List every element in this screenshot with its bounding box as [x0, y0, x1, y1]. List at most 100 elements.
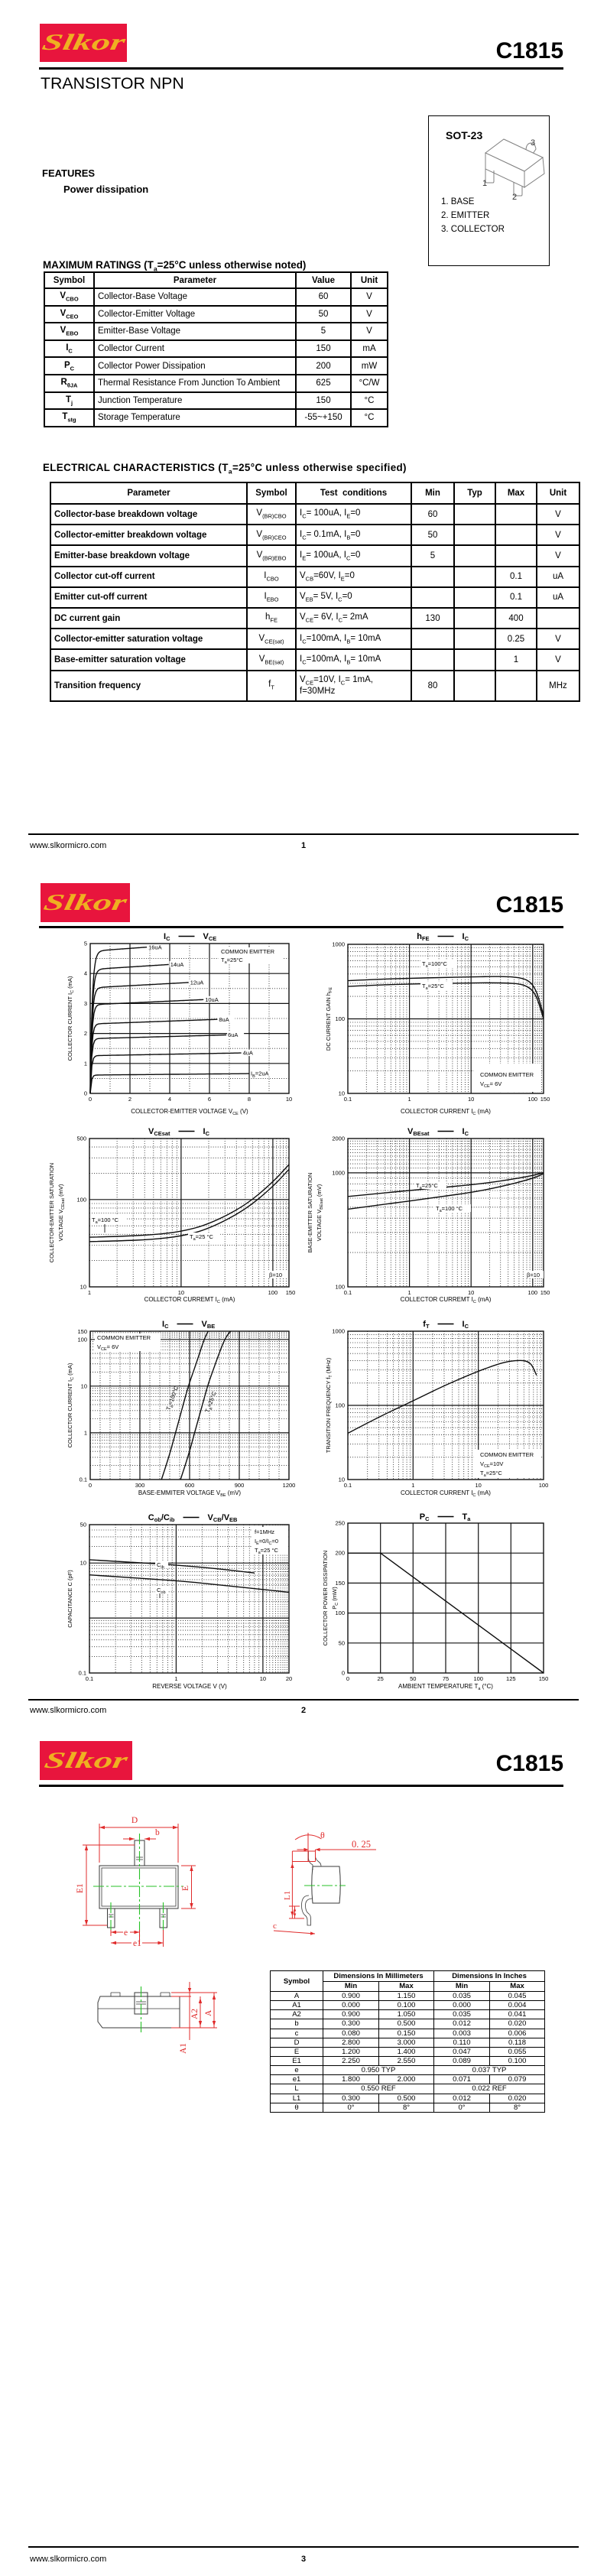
svg-text:BASE-EMITTER SATURATION: BASE-EMITTER SATURATION — [307, 1173, 313, 1253]
svg-text:6uA: 6uA — [228, 1031, 238, 1038]
svg-text:Ta=25°C: Ta=25°C — [221, 957, 243, 965]
svg-text:5: 5 — [84, 940, 87, 947]
svg-text:1: 1 — [174, 1675, 177, 1682]
svg-text:e: e — [124, 1928, 128, 1938]
svg-text:10: 10 — [81, 1382, 87, 1389]
svg-text:10: 10 — [339, 1476, 345, 1483]
svg-text:150: 150 — [540, 1289, 550, 1296]
svg-text:100: 100 — [76, 1196, 86, 1203]
svg-text:VCE: VCE — [203, 932, 217, 942]
svg-text:COLLECTOR CURRENT IC (mA): COLLECTOR CURRENT IC (mA) — [401, 1489, 491, 1498]
svg-text:f=1MHz: f=1MHz — [255, 1528, 274, 1535]
svg-text:150: 150 — [540, 1096, 550, 1103]
svg-text:E1: E1 — [76, 1883, 85, 1893]
svg-text:3: 3 — [84, 1000, 87, 1007]
svg-text:IC: IC — [162, 1320, 169, 1330]
svg-text:100: 100 — [528, 1289, 538, 1296]
svg-text:10: 10 — [476, 1482, 482, 1489]
svg-text:D: D — [131, 1816, 138, 1825]
svg-text:10: 10 — [80, 1284, 86, 1291]
svg-text:50: 50 — [410, 1675, 416, 1682]
svg-text:VOLTAGE VBEsat (mV): VOLTAGE VBEsat (mV) — [316, 1184, 324, 1241]
svg-text:0.1: 0.1 — [79, 1670, 86, 1677]
svg-text:20: 20 — [286, 1675, 292, 1682]
svg-text:100: 100 — [335, 1610, 345, 1616]
svg-text:COLLECTOR CURRENT IC (mA: COLLECTOR CURRENT IC (mA) — [67, 1363, 75, 1447]
svg-text:Ta=100 °C: Ta=100 °C — [92, 1217, 119, 1225]
svg-text:100: 100 — [335, 1402, 345, 1409]
svg-text:A1: A1 — [179, 2043, 188, 2054]
svg-text:β=10: β=10 — [527, 1272, 540, 1278]
svg-text:50: 50 — [339, 1639, 345, 1646]
svg-text:IC: IC — [203, 1127, 210, 1137]
svg-text:TRANSITION FREQUENCY fT (M: TRANSITION FREQUENCY fT (MHz) — [325, 1357, 333, 1453]
svg-text:4: 4 — [168, 1096, 171, 1103]
svg-text:Ta=25 °C: Ta=25 °C — [255, 1547, 278, 1555]
svg-text:Ta=25 °C: Ta=25 °C — [190, 1233, 213, 1242]
svg-text:IC: IC — [463, 1127, 469, 1137]
svg-text:2: 2 — [84, 1030, 87, 1037]
svg-text:0.1: 0.1 — [86, 1675, 93, 1682]
svg-text:CAPACITANCE C (pF): CAPACITANCE C (pF) — [67, 1570, 73, 1628]
svg-text:E: E — [181, 1886, 190, 1891]
svg-text:0: 0 — [342, 1670, 345, 1677]
svg-text:PC: PC — [420, 1512, 430, 1522]
svg-text:COLLECTOR CURRENT IC (mA: COLLECTOR CURRENT IC (mA) — [401, 1108, 491, 1116]
svg-text:Cob: Cob — [157, 1587, 166, 1595]
svg-text:1200: 1200 — [283, 1482, 296, 1489]
svg-text:Ta=25°C: Ta=25°C — [422, 983, 444, 991]
svg-text:0.1: 0.1 — [344, 1289, 352, 1296]
svg-text:BASE-EMMITER VOLTAGE VBE (: BASE-EMMITER VOLTAGE VBE (mV) — [138, 1489, 242, 1498]
svg-text:0: 0 — [84, 1090, 87, 1097]
svg-text:100: 100 — [335, 1015, 345, 1022]
svg-text:hFE: hFE — [417, 932, 429, 942]
svg-text:COLLECTOR-EMITTER VOLTAGE V: COLLECTOR-EMITTER VOLTAGE VCE (V) — [131, 1108, 248, 1116]
svg-text:4: 4 — [84, 970, 87, 977]
svg-text:Ta=100°C: Ta=100°C — [164, 1385, 181, 1411]
svg-text:Ta=25°C: Ta=25°C — [480, 1470, 502, 1478]
svg-text:300: 300 — [135, 1482, 145, 1489]
svg-text:Ta=25°C: Ta=25°C — [416, 1182, 438, 1191]
svg-text:4uA: 4uA — [243, 1050, 253, 1057]
svg-text:10: 10 — [468, 1289, 474, 1296]
svg-text:1: 1 — [408, 1096, 411, 1103]
svg-text:10: 10 — [468, 1096, 474, 1103]
svg-text:10: 10 — [260, 1675, 266, 1682]
svg-text:1: 1 — [88, 1289, 91, 1296]
svg-text:0.1: 0.1 — [80, 1476, 87, 1483]
svg-text:REVERSE VOLTAGE V (V): REVERSE VOLTAGE V (V) — [152, 1683, 227, 1690]
svg-text:COLLECTOR CURRENT IC (mA: COLLECTOR CURRENT IC (mA) — [67, 976, 75, 1061]
svg-text:100: 100 — [528, 1096, 538, 1103]
svg-text:c: c — [273, 1921, 277, 1931]
svg-text:16uA: 16uA — [148, 944, 162, 950]
svg-text:10: 10 — [339, 1090, 345, 1097]
svg-text:IB=2uA: IB=2uA — [251, 1070, 269, 1079]
svg-text:PC (mW): PC (mW) — [331, 1587, 339, 1610]
svg-text:0. 25: 0. 25 — [352, 1839, 371, 1850]
svg-text:Ta=100 °C: Ta=100 °C — [436, 1205, 463, 1213]
svg-text:0.1: 0.1 — [344, 1096, 352, 1103]
svg-text:2: 2 — [512, 193, 517, 202]
svg-text:1000: 1000 — [332, 941, 345, 948]
svg-text:200: 200 — [335, 1550, 345, 1557]
svg-text:1: 1 — [408, 1289, 411, 1296]
svg-text:0.1: 0.1 — [344, 1482, 352, 1489]
svg-text:10uA: 10uA — [205, 996, 219, 1003]
svg-text:β=10: β=10 — [269, 1272, 282, 1278]
svg-text:COLLECTOR CURREMT IC (mA: COLLECTOR CURREMT IC (mA) — [401, 1296, 492, 1304]
svg-text:10: 10 — [80, 1560, 86, 1567]
svg-text:100: 100 — [77, 1336, 87, 1343]
svg-text:1: 1 — [411, 1482, 414, 1489]
svg-text:150: 150 — [77, 1328, 87, 1335]
svg-text:10: 10 — [178, 1289, 184, 1296]
svg-text:600: 600 — [185, 1482, 195, 1489]
svg-text:A2: A2 — [190, 2009, 200, 2019]
svg-text:VCEsat: VCEsat — [148, 1127, 170, 1137]
svg-text:25: 25 — [378, 1675, 384, 1682]
svg-text:VBEsat: VBEsat — [407, 1127, 430, 1137]
svg-text:1: 1 — [482, 179, 487, 188]
svg-text:θ: θ — [320, 1830, 325, 1840]
svg-text:900: 900 — [235, 1482, 245, 1489]
svg-text:150: 150 — [335, 1580, 345, 1587]
svg-text:1: 1 — [84, 1060, 87, 1067]
